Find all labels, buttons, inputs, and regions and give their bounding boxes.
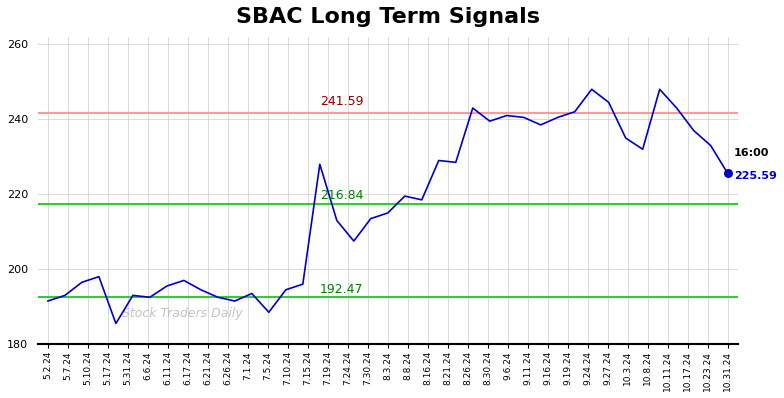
Text: 216.84: 216.84 <box>320 189 364 202</box>
Text: 16:00: 16:00 <box>734 148 769 158</box>
Text: 241.59: 241.59 <box>320 95 364 108</box>
Text: 192.47: 192.47 <box>320 283 364 295</box>
Point <box>721 170 734 176</box>
Title: SBAC Long Term Signals: SBAC Long Term Signals <box>236 7 540 27</box>
Text: Stock Traders Daily: Stock Traders Daily <box>122 306 242 320</box>
Text: 225.59: 225.59 <box>734 172 776 181</box>
